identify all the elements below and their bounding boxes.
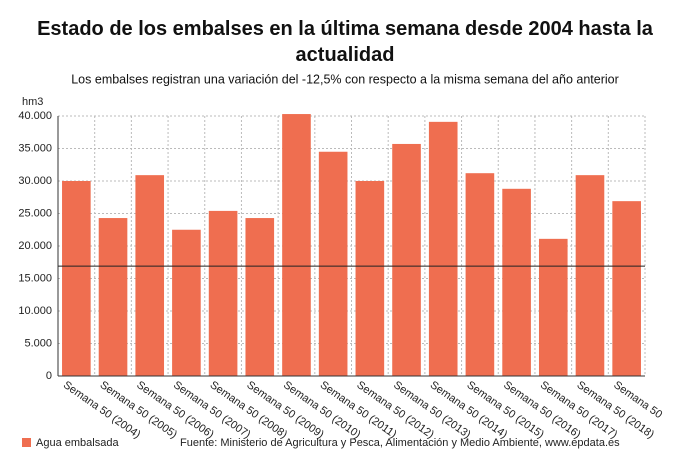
legend-label: Agua embalsada <box>36 437 119 449</box>
bar <box>245 218 275 376</box>
y-tick-label: 25.000 <box>18 207 52 219</box>
bar <box>392 143 421 376</box>
y-tick-label: 15.000 <box>18 272 52 284</box>
bar <box>98 218 128 376</box>
bar <box>538 238 568 376</box>
bar <box>428 121 458 376</box>
bar <box>135 175 165 376</box>
y-tick-label: 0 <box>46 370 52 382</box>
bar <box>612 201 641 376</box>
bar <box>502 188 531 376</box>
y-tick-label: 40.000 <box>18 110 52 122</box>
y-tick-label: 10.000 <box>18 305 52 317</box>
bar <box>355 181 385 376</box>
bar <box>465 173 495 376</box>
y-tick-label: 35.000 <box>18 142 52 154</box>
y-tick-label: 5.000 <box>24 337 52 349</box>
y-axis-label: hm3 <box>22 96 43 108</box>
legend-swatch <box>22 438 31 447</box>
bar <box>172 229 201 376</box>
y-tick-label: 30.000 <box>18 175 52 187</box>
bar <box>208 210 238 376</box>
bar <box>575 175 605 376</box>
source: Fuente: Ministerio de Agricultura y Pesc… <box>180 437 620 449</box>
y-tick-label: 20.000 <box>18 240 52 252</box>
bar <box>62 181 91 376</box>
bar <box>318 151 348 376</box>
chart-title: Estado de los embalses en la última sema… <box>37 18 654 66</box>
chart-subtitle: Los embalses registran una variación del… <box>71 72 619 86</box>
bar <box>282 114 311 377</box>
